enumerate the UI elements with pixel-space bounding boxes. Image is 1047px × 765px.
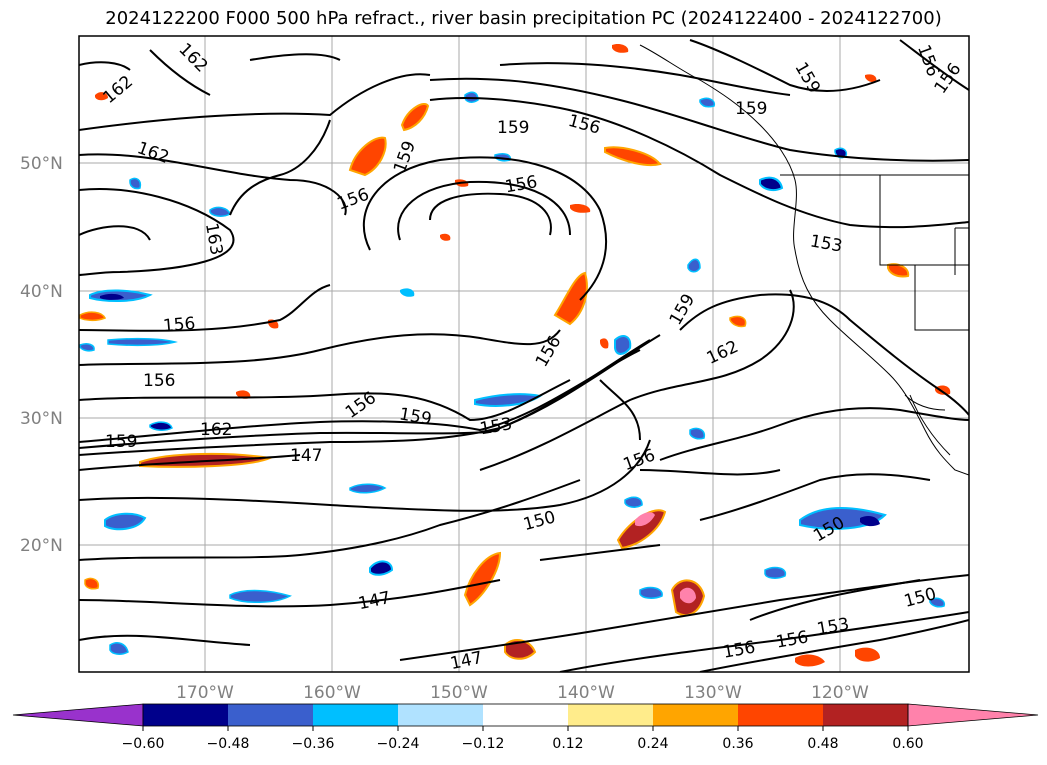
lon-label-160w: 160°W	[303, 683, 361, 703]
colorbar: −0.60 −0.48 −0.36 −0.24 −0.12 0.12 0.24 0.36 0.4…	[12, 703, 1039, 752]
map-panel	[78, 35, 970, 673]
colorbar-outline	[142, 703, 909, 727]
colorbar-segments	[12, 703, 1039, 727]
contour-label: 156	[162, 314, 196, 337]
colorbar-tick-label: −0.48	[207, 736, 250, 752]
contour-label: 159	[497, 118, 529, 138]
colorbar-tick-label: 0.60	[892, 736, 923, 752]
coastlines	[639, 44, 969, 476]
lon-label-170w: 170°W	[176, 683, 234, 703]
colorbar-segment	[823, 704, 908, 726]
contour-label: 162	[200, 420, 232, 440]
contour-label: 156	[143, 371, 175, 391]
lon-label-140w: 140°W	[557, 683, 615, 703]
colorbar-tick-label: 0.48	[807, 736, 838, 752]
lon-label-130w: 130°W	[684, 683, 742, 703]
colorbar-tick-label: 0.12	[552, 736, 583, 752]
refractivity-contours	[79, 39, 969, 672]
colorbar-segment	[653, 704, 738, 726]
colorbar-segment	[483, 704, 568, 726]
colorbar-segment	[568, 704, 653, 726]
colorbar-ticks: −0.60 −0.48 −0.36 −0.24 −0.12 0.12 0.24 0.36 0.4…	[122, 726, 924, 752]
latitude-labels: 50°N 40°N 30°N 20°N	[20, 154, 63, 556]
lat-label-50n: 50°N	[20, 154, 63, 174]
lon-label-150w: 150°W	[430, 683, 488, 703]
colorbar-tick-label: −0.60	[122, 736, 165, 752]
colorbar-segment	[228, 704, 313, 726]
map-title: 2024122200 F000 500 hPa refract., river …	[105, 8, 942, 29]
contour-label: 159	[105, 432, 137, 452]
contour-label: 159	[735, 99, 767, 119]
lat-label-40n: 40°N	[20, 282, 63, 302]
longitude-labels: 170°W 160°W 150°W 140°W 130°W 120°W	[176, 683, 869, 703]
colorbar-tick-label: −0.12	[462, 736, 505, 752]
colorbar-tick-label: −0.24	[377, 736, 420, 752]
colorbar-extend-high	[907, 703, 1039, 727]
lat-label-30n: 30°N	[20, 409, 63, 429]
lon-label-120w: 120°W	[811, 683, 869, 703]
graticule	[79, 36, 969, 672]
colorbar-extend-low	[12, 703, 144, 727]
colorbar-tick-label: 0.24	[637, 736, 668, 752]
colorbar-segment	[143, 704, 228, 726]
contour-label: 147	[290, 446, 322, 466]
colorbar-segment	[398, 704, 483, 726]
colorbar-tick-label: 0.36	[722, 736, 753, 752]
colorbar-segment	[313, 704, 398, 726]
colorbar-segment	[738, 704, 823, 726]
lat-label-20n: 20°N	[20, 536, 63, 556]
colorbar-tick-label: −0.36	[292, 736, 335, 752]
